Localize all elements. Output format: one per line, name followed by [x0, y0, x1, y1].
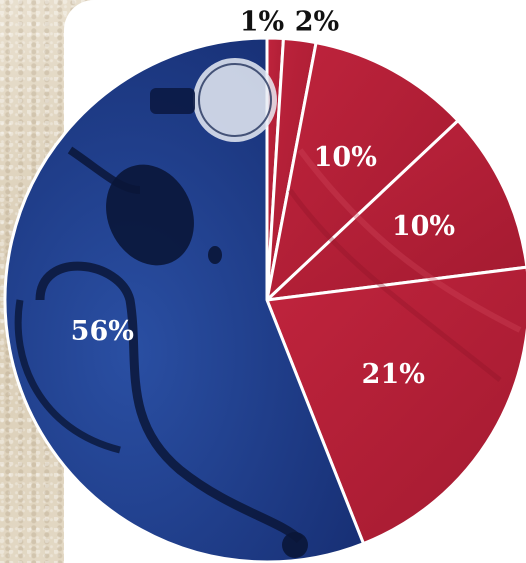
slice-label-1: 1% — [240, 7, 284, 38]
bulb-tube — [67, 146, 141, 194]
red-highlight-streak — [297, 148, 522, 333]
pie-labels: 1% 2% 10% 10% 21% 56% — [71, 7, 455, 391]
medical-equipment-illustration — [14, 58, 522, 558]
slice-label-4: 10% — [392, 211, 455, 242]
slice-label-3: 10% — [314, 142, 377, 173]
bulb-valve — [208, 246, 222, 264]
stethoscope-chestpiece — [282, 532, 308, 558]
gauge-dial — [193, 58, 277, 142]
pie-slice-5 — [265, 265, 526, 546]
slice-label-2: 2% — [295, 7, 339, 38]
pie-slice-4 — [265, 119, 526, 302]
slice-label-6: 56% — [71, 316, 134, 347]
stethoscope-earpiece-tube — [14, 299, 121, 454]
red-shadow-streak — [287, 188, 502, 382]
gauge-rim — [198, 63, 272, 137]
stethoscope-tube — [35, 261, 304, 544]
pie-slice-3 — [265, 41, 460, 302]
slice-label-5: 21% — [362, 359, 425, 390]
gauge-connector — [150, 88, 195, 114]
